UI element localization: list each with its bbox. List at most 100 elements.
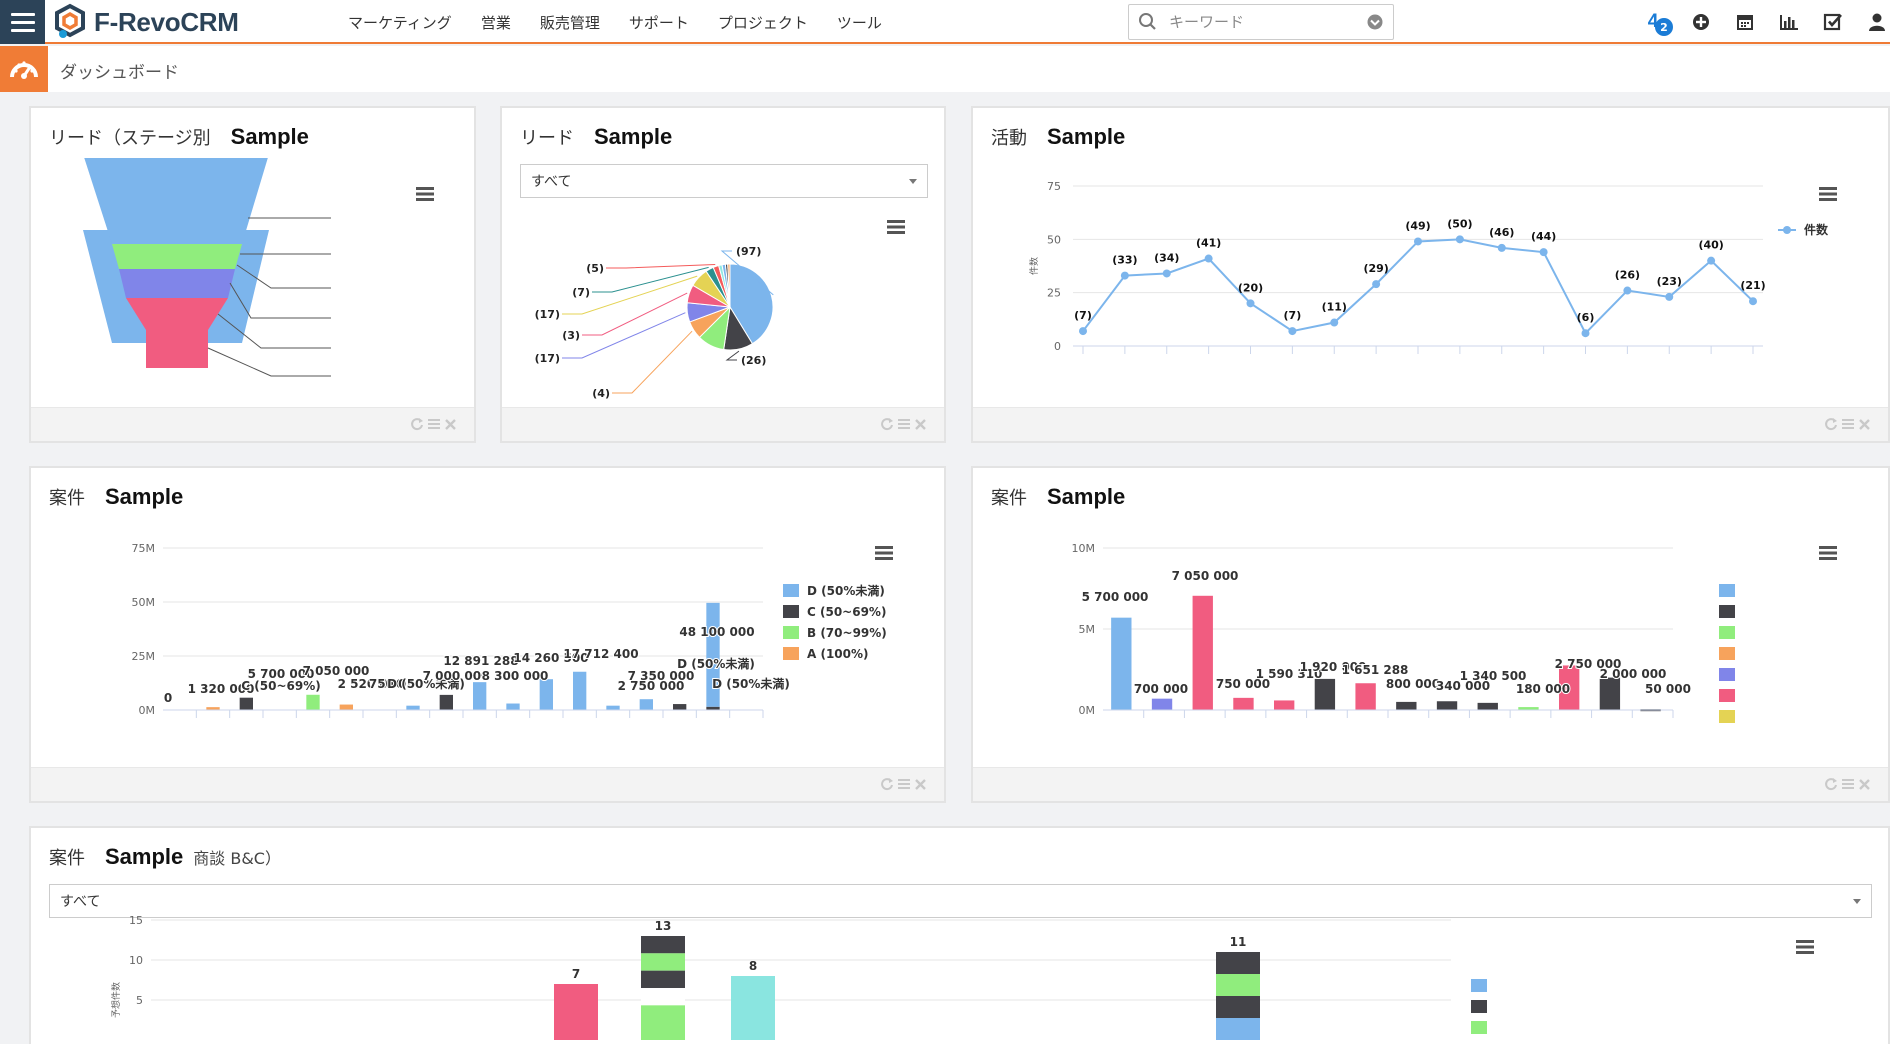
refresh-icon[interactable] xyxy=(880,777,894,791)
close-icon[interactable] xyxy=(1858,777,1872,791)
close-icon[interactable] xyxy=(1858,417,1872,431)
widget-menu-icon[interactable] xyxy=(897,777,911,791)
notifications-button[interactable]: 4 2 xyxy=(1635,0,1679,44)
data-label: 12 891 288 xyxy=(443,654,518,668)
y-tick-label: 15 xyxy=(129,916,143,927)
legend-item-d[interactable]: D (50%未満) xyxy=(783,580,887,601)
legend-item[interactable] xyxy=(1719,664,1735,685)
widget-opportunity-count: 案件 Sample 商談 B&C） すべて 5 10 15 予想件数 7 13 8 11 xyxy=(29,826,1890,1044)
close-icon[interactable] xyxy=(914,417,928,431)
search-options-icon[interactable] xyxy=(1365,12,1385,32)
chart-menu-icon[interactable] xyxy=(874,545,894,561)
data-label: 7 050 000 xyxy=(1172,569,1239,583)
legend-label: D (50%未満) xyxy=(807,584,885,598)
plus-circle-icon xyxy=(1693,14,1709,30)
legend-item-b[interactable]: B (70~99%) xyxy=(783,622,887,643)
legend-item[interactable] xyxy=(1719,706,1735,727)
widget-title-text: 活動 xyxy=(991,128,1027,149)
refresh-icon[interactable] xyxy=(1824,417,1838,431)
chart-menu-icon[interactable] xyxy=(415,186,435,202)
chart-menu-icon[interactable] xyxy=(1818,186,1838,202)
legend-item[interactable] xyxy=(1719,622,1735,643)
app-logo[interactable]: F-RevoCRM xyxy=(52,3,239,41)
chart-menu-icon[interactable] xyxy=(1818,545,1838,561)
widget-opportunity-amount: 案件 Sample 0M 25M 50M 75M 0 1 320 000 5 700 000 C… xyxy=(29,466,946,803)
data-label: (20) xyxy=(1238,281,1263,294)
nav-sales[interactable]: 営業 xyxy=(480,13,511,32)
widget-menu-icon[interactable] xyxy=(427,417,441,431)
data-label: 48 100 000 xyxy=(679,625,754,639)
refresh-icon[interactable] xyxy=(880,417,894,431)
bar-segment xyxy=(641,1005,685,1040)
legend-item[interactable] xyxy=(1471,1017,1487,1038)
user-menu-button[interactable] xyxy=(1855,0,1890,44)
legend-item[interactable]: 件数 xyxy=(1778,219,1828,240)
bar xyxy=(1355,683,1376,710)
select-value: すべて xyxy=(60,894,101,910)
data-label: 0 xyxy=(164,691,172,705)
nav-marketing[interactable]: マーケティング xyxy=(348,13,452,32)
legend-swatch xyxy=(1471,1000,1487,1013)
data-label: D (50%未満) xyxy=(387,676,465,691)
data-label: (26) xyxy=(1615,269,1640,282)
bar xyxy=(1559,665,1580,710)
bar-segment xyxy=(306,694,320,710)
page-title: ダッシュボード xyxy=(60,63,179,83)
close-icon[interactable] xyxy=(914,777,928,791)
data-point xyxy=(1539,248,1548,257)
legend-label: C (50~69%) xyxy=(807,604,887,619)
nav-project[interactable]: プロジェクト xyxy=(717,13,808,32)
widget-title-text: リード（ステージ別 xyxy=(49,128,211,149)
menu-hamburger-icon[interactable] xyxy=(0,0,45,44)
page-header: ダッシュボード xyxy=(0,46,1890,92)
legend-swatch xyxy=(783,584,799,597)
chart-menu-icon[interactable] xyxy=(886,219,906,235)
data-label: 7 050 000 xyxy=(303,664,370,678)
opportunity-filter-select[interactable]: すべて xyxy=(49,884,1872,918)
refresh-icon[interactable] xyxy=(410,417,424,431)
nav-inventory[interactable]: 販売管理 xyxy=(539,13,600,32)
bar-segment xyxy=(239,697,253,710)
bar-segment xyxy=(439,694,453,710)
close-icon[interactable] xyxy=(444,417,458,431)
data-label: (21) xyxy=(1740,279,1765,292)
widget-menu-icon[interactable] xyxy=(1841,417,1855,431)
legend-item[interactable] xyxy=(1719,601,1735,622)
quick-create-button[interactable] xyxy=(1679,0,1723,44)
pie-label: (3) xyxy=(562,329,580,342)
widget-sample-label: Sample xyxy=(230,124,309,149)
lead-filter-select[interactable]: すべて xyxy=(520,164,928,198)
legend-item[interactable] xyxy=(1471,975,1487,996)
legend-swatch xyxy=(1719,689,1735,702)
widget-menu-icon[interactable] xyxy=(897,417,911,431)
legend-item[interactable] xyxy=(1719,643,1735,664)
legend-item-c[interactable]: C (50~69%) xyxy=(783,601,887,622)
chart-menu-icon[interactable] xyxy=(1795,939,1815,955)
data-point xyxy=(1749,297,1757,306)
app-logo-text: F-RevoCRM xyxy=(94,6,239,37)
legend-swatch xyxy=(1471,979,1487,992)
bar-segment xyxy=(1216,952,1260,974)
search-input[interactable] xyxy=(1163,13,1365,31)
bar-segment xyxy=(706,602,720,707)
bar-segment xyxy=(641,970,685,988)
legend-item[interactable] xyxy=(1719,580,1735,601)
pie-chart: (97) (26) (4) (17)(3)(17) (7) (5) xyxy=(535,245,774,400)
data-label: (23) xyxy=(1657,275,1682,288)
data-label: 2 520 000 xyxy=(338,677,405,691)
data-label: (7) xyxy=(1284,309,1302,322)
top-navbar: F-RevoCRM マーケティング 営業 販売管理 サポート プロジェクト ツー… xyxy=(0,0,1890,44)
refresh-icon[interactable] xyxy=(1824,777,1838,791)
widget-menu-icon[interactable] xyxy=(1841,777,1855,791)
y-axis-label: 予想件数 xyxy=(110,982,122,1018)
nav-tools[interactable]: ツール xyxy=(836,13,882,32)
legend-item[interactable] xyxy=(1471,996,1487,1017)
tasks-button[interactable] xyxy=(1811,0,1855,44)
reports-button[interactable] xyxy=(1767,0,1811,44)
nav-support[interactable]: サポート xyxy=(628,13,689,32)
calendar-button[interactable] xyxy=(1723,0,1767,44)
bar-segment xyxy=(706,706,720,710)
legend-item-a[interactable]: A (100%) xyxy=(783,643,887,664)
legend-item[interactable] xyxy=(1719,685,1735,706)
